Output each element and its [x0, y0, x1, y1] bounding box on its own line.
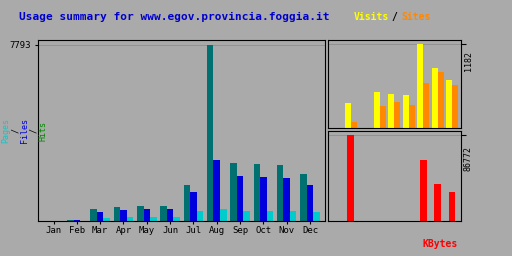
Bar	[220, 209, 226, 221]
Bar	[267, 211, 273, 221]
Text: Pages: Pages	[2, 118, 11, 143]
Bar	[184, 185, 190, 221]
Bar	[300, 174, 307, 221]
Bar	[307, 185, 313, 221]
Bar	[114, 207, 120, 221]
Bar	[402, 95, 409, 128]
Bar	[394, 102, 400, 128]
Bar	[260, 177, 267, 221]
Bar	[243, 211, 250, 221]
Bar	[348, 135, 354, 221]
Bar	[345, 103, 351, 128]
Text: Usage summary for www.egov.provincia.foggia.it: Usage summary for www.egov.provincia.fog…	[19, 12, 329, 22]
Bar	[290, 211, 296, 221]
Bar	[174, 217, 180, 221]
Bar	[167, 209, 174, 221]
Bar	[432, 68, 438, 128]
Text: /: /	[391, 12, 397, 22]
Bar	[434, 184, 441, 221]
Bar	[207, 45, 214, 221]
Bar	[277, 165, 284, 221]
Text: Visits: Visits	[354, 12, 389, 22]
Bar	[91, 209, 97, 221]
Bar	[351, 122, 357, 128]
Bar	[74, 220, 80, 221]
Bar	[230, 163, 237, 221]
Bar	[120, 210, 127, 221]
Bar	[97, 212, 103, 221]
Bar	[284, 178, 290, 221]
Bar	[452, 85, 458, 128]
Bar	[374, 92, 380, 128]
Bar	[67, 220, 74, 221]
Bar	[127, 217, 133, 221]
Bar	[438, 72, 444, 128]
Bar	[160, 206, 167, 221]
Bar	[237, 176, 243, 221]
Bar	[253, 164, 260, 221]
Bar	[449, 191, 456, 221]
Bar	[190, 192, 197, 221]
Bar	[150, 217, 157, 221]
Bar	[103, 218, 110, 221]
Text: /: /	[29, 128, 38, 133]
Text: Files: Files	[20, 118, 29, 143]
Text: 86772: 86772	[464, 146, 473, 171]
Bar	[313, 212, 320, 221]
Bar	[380, 106, 386, 128]
Bar	[143, 209, 150, 221]
Text: KBytes: KBytes	[423, 239, 458, 250]
Bar	[409, 104, 415, 128]
Text: Sites: Sites	[401, 12, 431, 22]
Bar	[423, 83, 429, 128]
Bar	[197, 211, 203, 221]
Text: 1182: 1182	[464, 51, 473, 71]
Text: /: /	[11, 128, 20, 133]
Bar	[137, 206, 143, 221]
Bar	[388, 94, 394, 128]
Bar	[417, 44, 423, 128]
Bar	[446, 80, 452, 128]
Bar	[420, 159, 426, 221]
Text: Hits: Hits	[39, 121, 48, 141]
Bar	[214, 160, 220, 221]
